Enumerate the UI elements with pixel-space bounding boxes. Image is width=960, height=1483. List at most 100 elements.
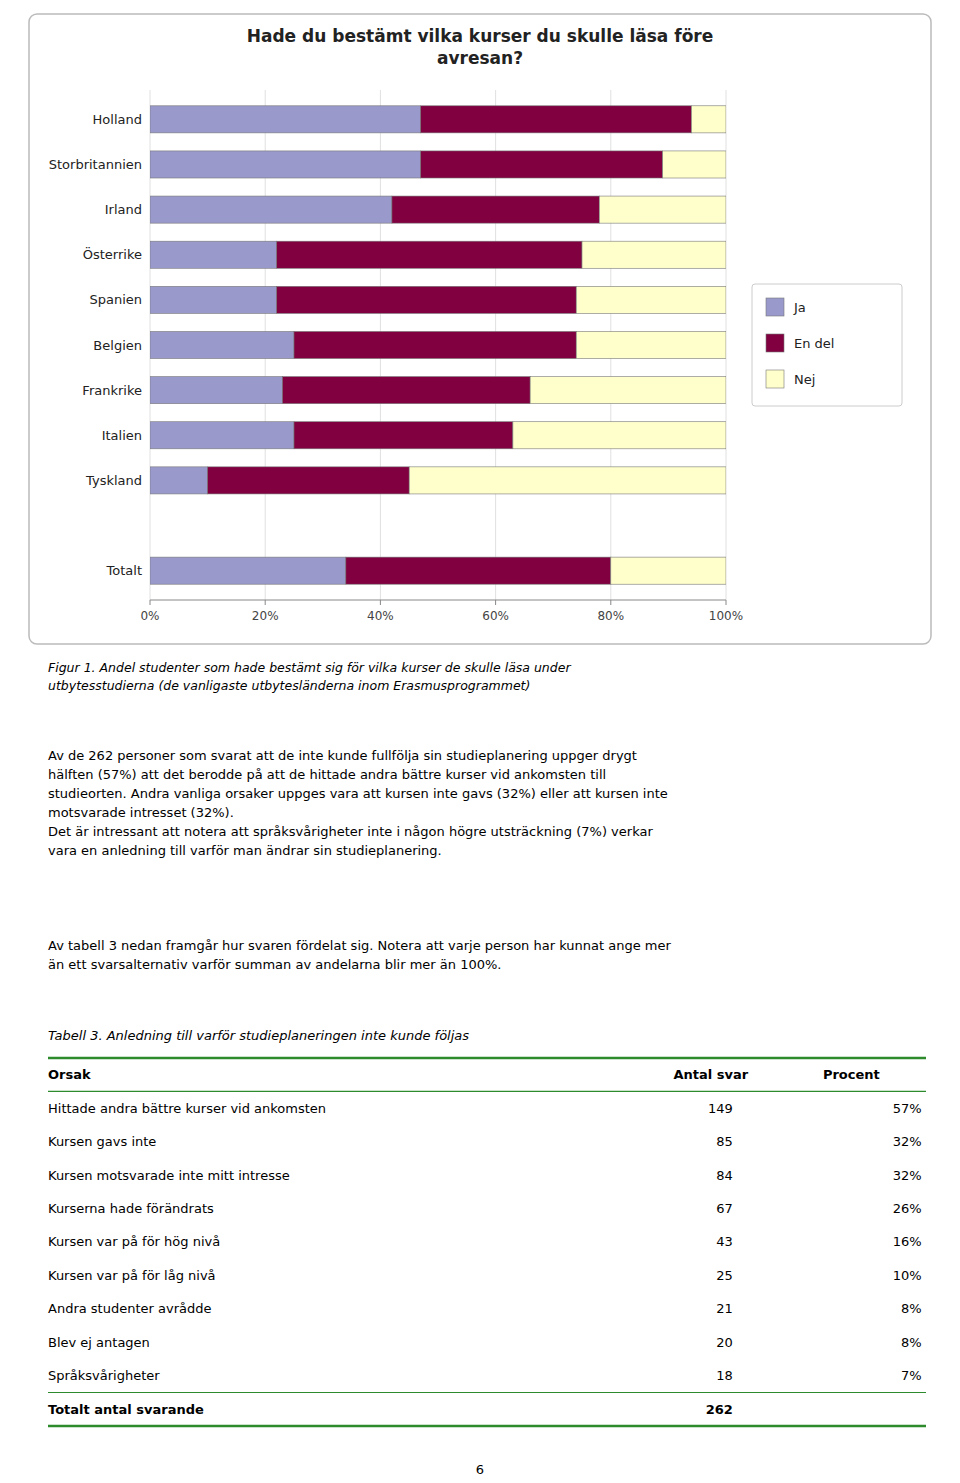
bar-segment	[294, 331, 576, 358]
legend-label: Nej	[794, 372, 815, 387]
table-cell: 16%	[893, 1234, 922, 1249]
bar-segment	[282, 377, 530, 404]
text-line: Hade du bestämt vilka kurser du skulle l…	[247, 26, 713, 46]
bar-segment	[208, 467, 410, 494]
x-tick-label: 80%	[597, 609, 624, 623]
bar-segment	[150, 512, 151, 539]
text-line: Figur 1. Andel studenter som hade bestäm…	[48, 660, 571, 675]
category-label: Österrike	[83, 246, 142, 262]
text-line: än ett svarsalternativ varför summan av …	[48, 957, 501, 972]
table-cell: Kursen gavs inte	[48, 1134, 156, 1149]
legend-swatch	[766, 334, 784, 352]
text-line: avresan?	[437, 48, 523, 68]
category-label: Belgien	[93, 338, 142, 353]
legend-swatch	[766, 370, 784, 388]
page: Hade du bestämt vilka kurser du skulle l…	[0, 0, 960, 1483]
table-cell: 26%	[893, 1201, 922, 1216]
bar-segment	[150, 467, 208, 494]
bars	[150, 106, 726, 584]
table-cell: Språksvårigheter	[48, 1368, 160, 1383]
x-tick-label: 40%	[367, 609, 394, 623]
bar-segment	[150, 557, 346, 584]
x-tick-label: 100%	[709, 609, 743, 623]
table-cell: 25	[716, 1268, 733, 1283]
table-cell: 21	[716, 1301, 733, 1316]
tick-mark	[265, 600, 266, 605]
body-text: Av tabell 3 nedan framgår hur svaren för…	[48, 938, 671, 972]
table-cell: 10%	[893, 1268, 922, 1283]
bar-segment	[150, 377, 282, 404]
text-line: utbytesstudierna (de vanligaste utbytesl…	[48, 678, 530, 693]
bar-segment	[576, 331, 726, 358]
table-cell: Totalt antal svarande	[48, 1402, 204, 1417]
chart-border	[29, 14, 931, 644]
figure-caption: Figur 1. Andel studenter som hade bestäm…	[48, 660, 571, 693]
bar-segment	[150, 151, 421, 178]
table-header: Antal svar	[674, 1067, 749, 1082]
table-rule	[48, 1091, 926, 1092]
table-cell: 67	[716, 1201, 733, 1216]
table-cell: 262	[706, 1402, 733, 1417]
bar-segment	[150, 241, 277, 268]
text-line: Av de 262 personer som svarat att de int…	[48, 748, 637, 763]
chart-title: Hade du bestämt vilka kurser du skulle l…	[247, 26, 713, 68]
x-axis-line	[150, 600, 726, 601]
table-rule	[48, 1057, 926, 1060]
table-title: Tabell 3. Anledning till varför studiepl…	[48, 1028, 469, 1043]
x-tick-label: 0%	[140, 609, 159, 623]
legend-label: Ja	[793, 300, 806, 315]
bar-segment	[582, 241, 726, 268]
legend: JaEn delNej	[752, 284, 902, 406]
table-cell: Blev ej antagen	[48, 1335, 150, 1350]
table-rule	[48, 1425, 926, 1428]
table-cell: 85	[716, 1134, 733, 1149]
text-line: Av tabell 3 nedan framgår hur svaren för…	[48, 938, 671, 953]
x-grid	[150, 90, 726, 605]
text-line: studieorten. Andra vanliga orsaker uppge…	[48, 786, 668, 801]
tick-mark	[150, 600, 151, 605]
legend-frame	[752, 284, 902, 406]
table-header: Orsak	[48, 1067, 91, 1082]
table-cell: 8%	[901, 1335, 922, 1350]
table-cell: 18	[716, 1368, 733, 1383]
bar-segment	[150, 512, 151, 539]
text-line: vara en anledning till varför man ändrar…	[48, 843, 442, 858]
category-label: Italien	[102, 428, 142, 443]
table-cell: Hittade andra bättre kurser vid ankomste…	[48, 1101, 326, 1116]
bar-segment	[150, 106, 421, 133]
table-cell: 32%	[893, 1168, 922, 1183]
table-cell: Andra studenter avrådde	[48, 1301, 211, 1316]
table-cell: 8%	[901, 1301, 922, 1316]
bar-segment	[409, 467, 726, 494]
table-header: Procent	[823, 1067, 880, 1082]
tick-mark	[726, 600, 727, 605]
table-cell: 43	[716, 1234, 733, 1249]
bar-segment	[150, 196, 392, 223]
table-cell: 32%	[893, 1134, 922, 1149]
page-number: 6	[476, 1462, 484, 1477]
bar-segment	[691, 106, 726, 133]
bar-segment	[421, 151, 663, 178]
text-line: Det är intressant att notera att språksv…	[48, 824, 653, 839]
tick-mark	[610, 600, 611, 605]
category-label: Tyskland	[85, 473, 142, 488]
bar-segment	[576, 286, 726, 313]
table-rule	[48, 1392, 926, 1393]
category-label: Frankrike	[82, 383, 142, 398]
table-cell: 57%	[893, 1101, 922, 1116]
text-line: hälften (57%) att det berodde på att de …	[48, 767, 606, 782]
bar-segment	[611, 557, 726, 584]
bar-segment	[392, 196, 599, 223]
legend-swatch	[766, 298, 784, 316]
table-cell: Kurserna hade förändrats	[48, 1201, 214, 1216]
table-cell: 84	[716, 1168, 733, 1183]
table-cell: Kursen var på för hög nivå	[48, 1234, 220, 1249]
bar-segment	[150, 422, 294, 449]
bar-segment	[530, 377, 726, 404]
table-cell: 7%	[901, 1368, 922, 1383]
bar-segment	[513, 422, 726, 449]
category-label: Holland	[93, 112, 142, 127]
bar-segment	[294, 422, 513, 449]
table-cell: Kursen var på för låg nivå	[48, 1268, 216, 1283]
bar-segment	[346, 557, 611, 584]
